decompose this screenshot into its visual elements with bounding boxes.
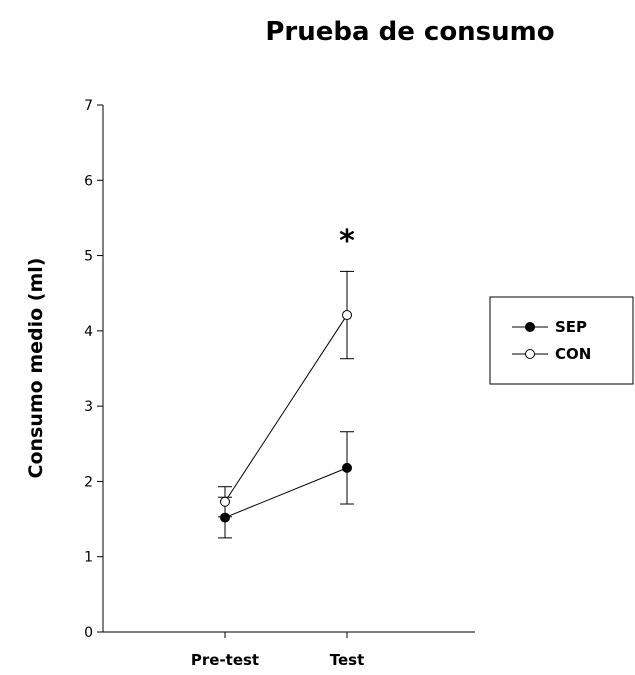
data-point-sep bbox=[342, 462, 352, 473]
data-point-con bbox=[220, 496, 230, 507]
y-tick-label: 1 bbox=[84, 550, 93, 566]
x-tick-label: Pre-test bbox=[191, 651, 259, 669]
significance-annotation: * bbox=[339, 224, 355, 259]
legend-label-con: CON bbox=[555, 345, 591, 363]
y-tick-label: 2 bbox=[84, 474, 93, 490]
ticks-layer: 0 1 2 3 4 5 6 7 Pre-test Test bbox=[84, 98, 364, 669]
legend-box bbox=[489, 296, 634, 385]
x-tick-label: Test bbox=[330, 651, 365, 669]
annotation-layer: * bbox=[339, 224, 355, 259]
legend-marker-sep bbox=[525, 322, 535, 332]
series-line-sep bbox=[224, 467, 348, 519]
legend: SEP CON bbox=[489, 296, 634, 385]
legend-label-sep: SEP bbox=[555, 318, 587, 336]
chart-title: Prueba de consumo bbox=[265, 17, 554, 47]
data-point-con bbox=[342, 310, 352, 321]
y-tick-label: 7 bbox=[84, 98, 93, 114]
y-tick-label: 5 bbox=[84, 249, 93, 265]
series-layer bbox=[218, 270, 354, 539]
y-tick-label: 0 bbox=[84, 625, 93, 641]
y-tick-label: 4 bbox=[84, 324, 93, 340]
legend-marker-con bbox=[525, 349, 535, 359]
y-tick-label: 3 bbox=[84, 399, 93, 415]
y-axis-label: Consumo medio (ml) bbox=[25, 258, 47, 479]
series-line-con bbox=[224, 314, 348, 503]
y-tick-label: 6 bbox=[84, 173, 93, 189]
